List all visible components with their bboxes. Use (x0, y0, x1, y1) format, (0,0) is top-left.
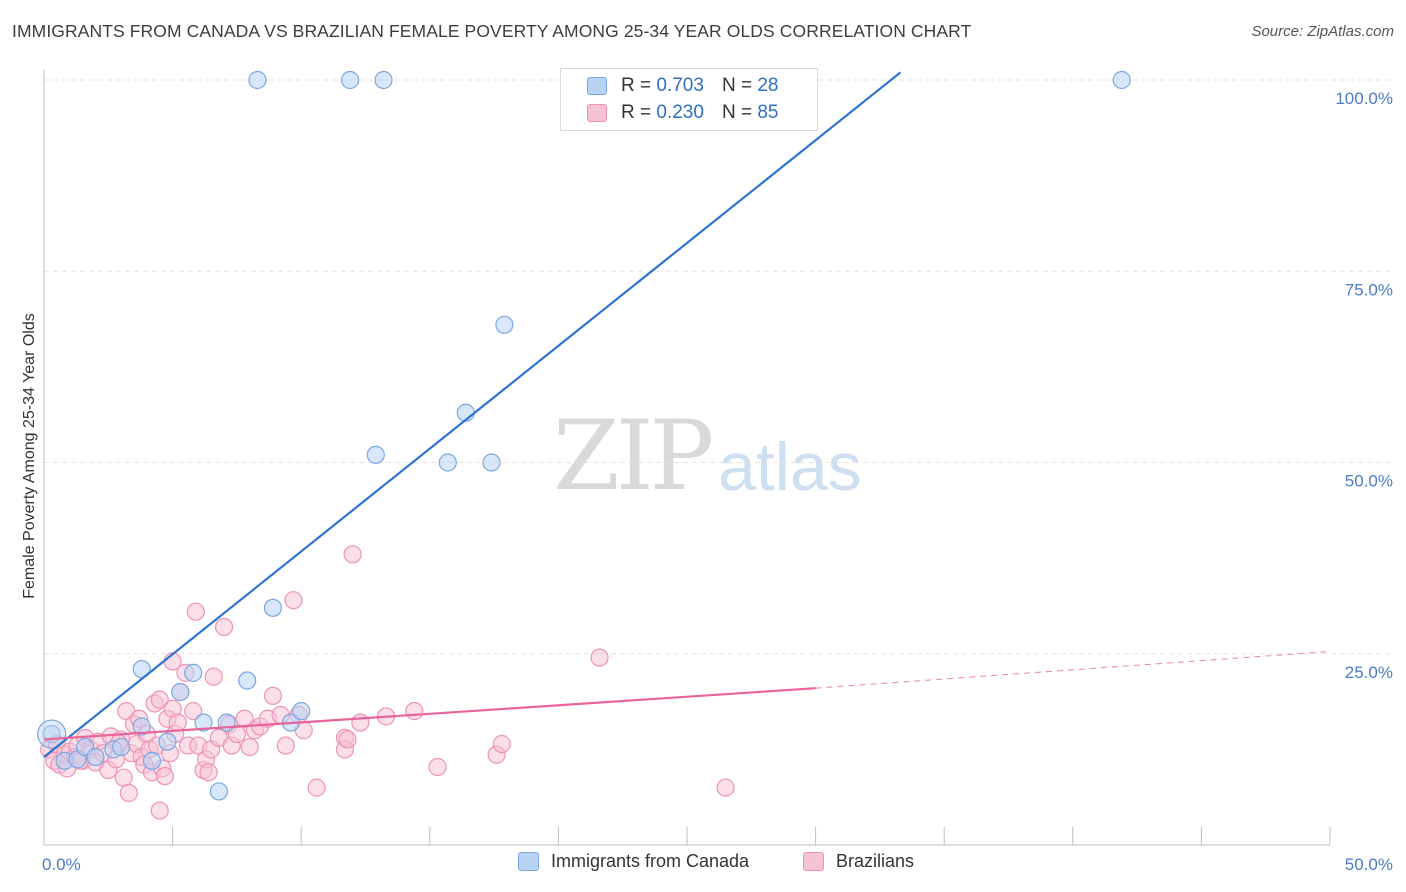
series-legend-brazilians-label: Brazilians (836, 851, 915, 871)
brazilians-trend-line (43, 687, 816, 741)
canada-point (209, 782, 228, 801)
canada-point (238, 671, 257, 690)
brazilians-point (184, 702, 203, 721)
canada-trend-line (43, 71, 902, 758)
legend-n-value-canada: 28 (757, 75, 779, 96)
brazilians-point (114, 768, 133, 787)
x-tick-label: 50.0% (1345, 855, 1393, 874)
brazilians-point (716, 778, 735, 797)
canada-point (158, 732, 177, 751)
brazilians-point (199, 763, 218, 782)
watermark-atlas: atlas (718, 429, 862, 505)
canada-point (184, 663, 203, 682)
canada-point (495, 315, 514, 334)
brazilians-trend-extension (815, 650, 1331, 689)
brazilians-point (284, 591, 303, 610)
brazilians-point (204, 667, 223, 686)
legend-n-label: N = (721, 102, 753, 123)
series-swatch-canada (518, 852, 539, 871)
canada-point (292, 702, 311, 721)
brazilians-point (168, 713, 187, 732)
brazilians-point (351, 713, 370, 732)
canada-point (366, 445, 385, 464)
brazilians-point (263, 686, 283, 705)
legend-swatch-brazilians (587, 104, 607, 122)
canada-point (132, 717, 151, 736)
brazilians-point (240, 737, 259, 757)
legend-n-label: N = (721, 75, 753, 96)
canada-point (374, 70, 393, 90)
y-tick-label: 50.0% (1345, 472, 1393, 491)
canada-point (1112, 70, 1131, 90)
canada-point (86, 747, 105, 767)
brazilians-point (276, 736, 295, 755)
source-credit: Source: ZipAtlas.com (1251, 23, 1394, 40)
watermark-zip: ZIP (553, 400, 714, 512)
legend-row-canada: R = 0.703 N = 28 (587, 74, 778, 98)
series-legend-canada-label: Immigrants from Canada (551, 851, 750, 871)
series-legend-canada[interactable]: Immigrants from Canada (518, 851, 749, 872)
canada-point (482, 453, 501, 472)
brazilians-point (428, 757, 447, 777)
canada-point (248, 70, 267, 90)
brazilians-point (235, 709, 254, 728)
legend-r-label: R = (621, 75, 652, 96)
canada-point (142, 751, 162, 770)
canada-point (194, 713, 213, 732)
brazilians-point (150, 801, 169, 820)
brazilians-point (155, 767, 174, 786)
legend-r-label: R = (621, 102, 652, 123)
canada-point-cluster (37, 719, 67, 749)
canada-point (438, 453, 457, 472)
y-tick-label: 100.0% (1335, 89, 1393, 108)
series-swatch-brazilians (803, 852, 824, 871)
brazilians-point (214, 617, 234, 637)
canada-point (340, 70, 360, 90)
brazilians-point (186, 602, 205, 621)
legend-r-value-canada: 0.703 (656, 75, 704, 96)
brazilians-point (405, 702, 424, 721)
y-tick-label: 75.0% (1345, 280, 1393, 299)
series-legend: Immigrants from Canada Brazilians (0, 851, 1406, 877)
legend-row-brazilians: R = 0.230 N = 85 (587, 101, 778, 125)
series-legend-brazilians[interactable]: Brazilians (803, 851, 914, 872)
brazilians-point (119, 783, 138, 803)
legend-r-value-brazilians: 0.230 (656, 102, 704, 123)
canada-point (263, 598, 283, 617)
brazilians-point (343, 545, 362, 564)
brazilians-point (150, 690, 169, 709)
brazilians-point (590, 648, 609, 667)
canada-point (112, 737, 131, 757)
brazilians-point (307, 778, 326, 797)
y-tick-label: 25.0% (1345, 663, 1393, 682)
legend-swatch-canada (587, 77, 607, 95)
brazilians-point (338, 730, 357, 749)
chart-title: IMMIGRANTS FROM CANADA VS BRAZILIAN FEMA… (12, 21, 972, 41)
brazilians-point (492, 734, 511, 754)
canada-point (171, 682, 190, 702)
legend-n-value-brazilians: 85 (757, 102, 779, 123)
correlation-legend: R = 0.703 N = 28 R = 0.230 N = 85 (560, 68, 818, 131)
x-tick-label: 0.0% (42, 855, 81, 874)
